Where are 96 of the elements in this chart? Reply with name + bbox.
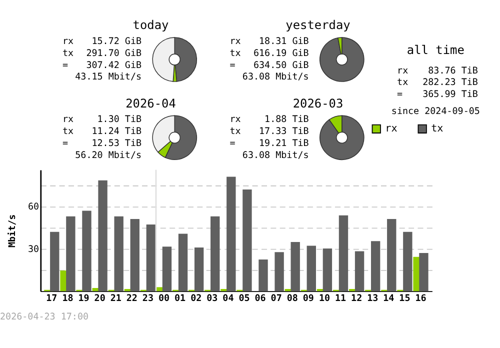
text: rx (397, 65, 409, 76)
bar (306, 246, 316, 292)
x-tick-label: 08 (286, 292, 298, 304)
x-tick-label: 14 (383, 292, 395, 304)
x-tick-label: 05 (238, 292, 250, 304)
x-tick-label: 22 (126, 292, 138, 304)
bar (146, 224, 156, 292)
text: rx (230, 36, 242, 47)
x-tick-label: 19 (78, 292, 90, 304)
x-tick-label: 17 (46, 292, 58, 304)
donut-slice (320, 37, 364, 82)
bar (66, 216, 76, 292)
bar (194, 248, 204, 292)
x-tick-label: 04 (222, 292, 234, 304)
chart-title: 2026-04 (126, 96, 176, 110)
text: 56.20 Mbit/s (75, 150, 142, 161)
bar (290, 242, 300, 292)
text: tx (62, 126, 74, 137)
chart-title: yesterday (286, 18, 350, 32)
x-tick-label: 15 (399, 292, 410, 304)
x-tick-label: 03 (206, 292, 218, 304)
text: 17.33 TiB (259, 126, 310, 137)
text: 63.08 Mbit/s (242, 150, 309, 161)
x-tick-label: 16 (415, 292, 427, 304)
text: tx (230, 126, 242, 137)
y-tick-label: 30 (28, 244, 40, 256)
bar (403, 232, 412, 292)
text: = (230, 60, 236, 71)
donut-slice (320, 115, 364, 160)
bar (370, 241, 380, 292)
bar (130, 219, 140, 292)
bar (258, 260, 268, 292)
legend-label: tx (431, 124, 444, 135)
text: 616.19 GiB (253, 48, 310, 59)
bar (419, 253, 428, 292)
x-tick-label: 00 (158, 292, 170, 304)
x-tick-label: 21 (110, 292, 122, 304)
chart-title: today (132, 18, 169, 32)
y-axis-title: Mbit/s (7, 214, 18, 248)
text: 291.70 GiB (86, 48, 142, 59)
bar (50, 232, 60, 292)
x-tick-label: 09 (302, 292, 314, 304)
text: 365.99 TiB (422, 89, 478, 100)
text: 83.76 TiB (428, 65, 478, 76)
bar (210, 216, 220, 292)
bar (226, 176, 236, 292)
x-tick-label: 01 (174, 292, 186, 304)
text: 282.23 TiB (422, 77, 478, 88)
legend-label: rx (385, 124, 398, 135)
bar (162, 246, 172, 292)
text: rx (62, 114, 74, 126)
text: = (62, 138, 68, 149)
text: all time (406, 42, 464, 57)
x-tick-label: 20 (94, 292, 106, 304)
chart-title: 2026-03 (292, 96, 344, 110)
bar (98, 180, 108, 292)
y-tick-label: 60 (28, 202, 40, 213)
text: = (62, 60, 68, 71)
bar (387, 219, 396, 292)
x-tick-label: 07 (270, 292, 282, 304)
x-tick-label: 13 (367, 292, 378, 304)
x-tick-label: 02 (190, 292, 202, 304)
x-tick-label: 10 (318, 292, 330, 304)
text: 15.72 GiB (92, 36, 142, 47)
x-tick-label: 23 (142, 292, 154, 304)
bar (338, 215, 348, 292)
text: 1.88 TiB (264, 114, 310, 126)
text: rx (230, 114, 242, 126)
text: 11.24 TiB (92, 126, 142, 137)
x-tick-label: 18 (62, 292, 74, 304)
text: tx (230, 48, 242, 59)
bar (114, 216, 124, 292)
text: 43.15 Mbit/s (75, 72, 142, 83)
text: tx (397, 77, 409, 88)
text: rx (62, 36, 74, 47)
text: 19.21 TiB (259, 138, 310, 149)
text: 63.08 Mbit/s (242, 72, 309, 83)
bar (178, 234, 188, 292)
text: 634.50 GiB (253, 60, 310, 71)
bar (82, 210, 92, 292)
x-tick-label: 12 (351, 292, 362, 304)
text: = (397, 89, 404, 100)
text: 307.42 GiB (86, 60, 142, 71)
bar (274, 252, 284, 292)
text: since 2024-09-05 (391, 106, 480, 117)
text: 18.31 GiB (259, 36, 310, 47)
text: 1.30 TiB (97, 114, 142, 126)
text: tx (62, 48, 74, 59)
text: 12.53 TiB (92, 138, 142, 149)
bar (354, 251, 364, 292)
text: = (230, 138, 236, 149)
text: 2026-04-23 17:00 (0, 312, 89, 323)
bar (242, 190, 252, 292)
x-tick-label: 06 (254, 292, 266, 304)
x-tick-label: 11 (334, 292, 347, 304)
bar (322, 248, 332, 292)
